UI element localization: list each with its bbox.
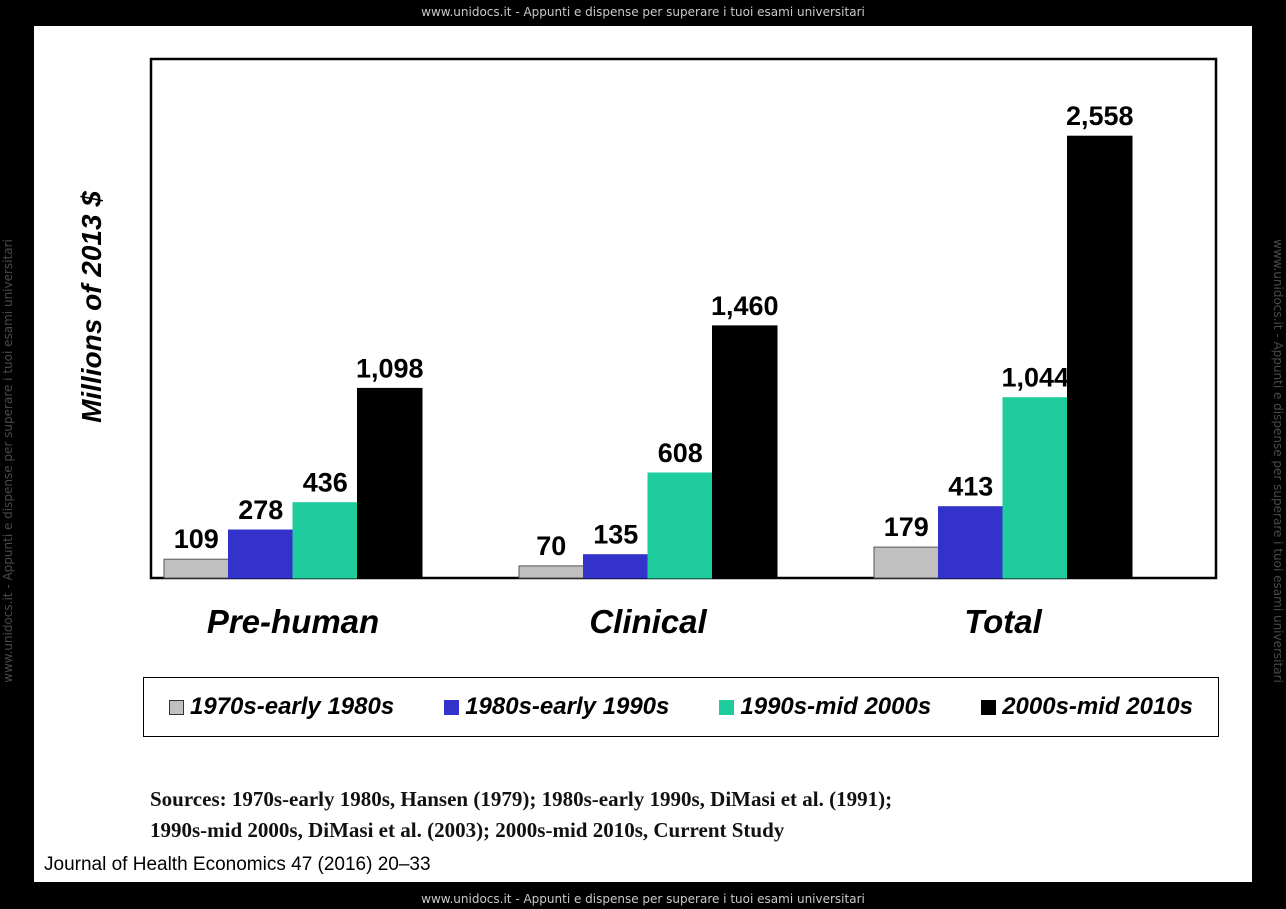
watermark-bottom: www.unidocs.it - Appunti e dispense per … bbox=[421, 892, 865, 906]
legend-item: 1970s-early 1980s bbox=[169, 693, 394, 721]
legend-item: 1990s-mid 2000s bbox=[719, 693, 931, 721]
data-label: 109 bbox=[174, 524, 219, 554]
category-label: Total bbox=[964, 603, 1042, 640]
bar-chart: Millions of 2013 $ 109 278 436 1,098 Pre-hum… bbox=[76, 57, 1218, 640]
bar-pre-human-series-1 bbox=[163, 558, 229, 579]
bar-total-series-4 bbox=[1067, 135, 1133, 579]
bar-total-series-1 bbox=[873, 546, 939, 579]
legend-label: 1980s-early 1990s bbox=[465, 693, 670, 720]
data-label: 1,044 bbox=[1002, 363, 1070, 393]
legend: 1970s-early 1980s 1980s-early 1990s 1990s-… bbox=[143, 677, 1219, 737]
legend-swatch bbox=[719, 699, 735, 715]
data-label: 608 bbox=[658, 438, 703, 468]
sources-line-1: Sources: 1970s-early 1980s, Hansen (1979… bbox=[150, 787, 893, 811]
legend-swatch bbox=[981, 699, 997, 715]
data-label: 1,098 bbox=[356, 353, 424, 383]
data-label: 179 bbox=[884, 512, 929, 542]
legend-item: 2000s-mid 2010s bbox=[981, 693, 1193, 721]
bar-total-series-3 bbox=[1002, 397, 1068, 579]
bar-clinical-series-4 bbox=[712, 325, 778, 579]
journal-citation: Journal of Health Economics 47 (2016) 20… bbox=[44, 854, 431, 875]
data-label: 413 bbox=[948, 472, 993, 502]
bar-pre-human-series-3 bbox=[292, 502, 358, 579]
sources-note: Sources: 1970s-early 1980s, Hansen (1979… bbox=[150, 784, 1150, 846]
legend-item: 1980s-early 1990s bbox=[444, 693, 669, 721]
bar-pre-human-series-2 bbox=[228, 529, 294, 579]
bar-clinical-series-2 bbox=[583, 554, 649, 579]
bar-clinical-series-1 bbox=[518, 565, 584, 579]
data-label: 2,558 bbox=[1066, 101, 1134, 131]
legend-label: 1990s-mid 2000s bbox=[740, 693, 932, 720]
legend-label: 1970s-early 1980s bbox=[190, 693, 395, 720]
legend-label: 2000s-mid 2010s bbox=[1002, 693, 1193, 720]
data-label: 70 bbox=[536, 531, 566, 561]
y-axis-label: Millions of 2013 $ bbox=[76, 191, 107, 423]
figure-panel: Millions of 2013 $ 109 278 436 1,098 Pre-hum… bbox=[34, 26, 1252, 882]
legend-swatch bbox=[169, 699, 184, 715]
sources-line-2: 1990s-mid 2000s, DiMasi et al. (2003); 2… bbox=[150, 818, 785, 842]
watermark-top: www.unidocs.it - Appunti e dispense per … bbox=[421, 5, 865, 19]
data-label: 436 bbox=[303, 468, 348, 498]
bar-pre-human-series-4 bbox=[357, 387, 423, 579]
watermark-left: www.unidocs.it - Appunti e dispense per … bbox=[1, 239, 15, 683]
bar-clinical-series-3 bbox=[647, 472, 713, 579]
data-label: 1,460 bbox=[711, 291, 779, 321]
data-label: 278 bbox=[238, 495, 283, 525]
bar-total-series-2 bbox=[938, 506, 1004, 579]
watermark-right: www.unidocs.it - Appunti e dispense per … bbox=[1271, 239, 1285, 683]
legend-swatch bbox=[444, 699, 460, 715]
category-label: Clinical bbox=[589, 603, 707, 640]
category-label: Pre-human bbox=[207, 603, 379, 640]
data-label: 135 bbox=[593, 520, 638, 550]
